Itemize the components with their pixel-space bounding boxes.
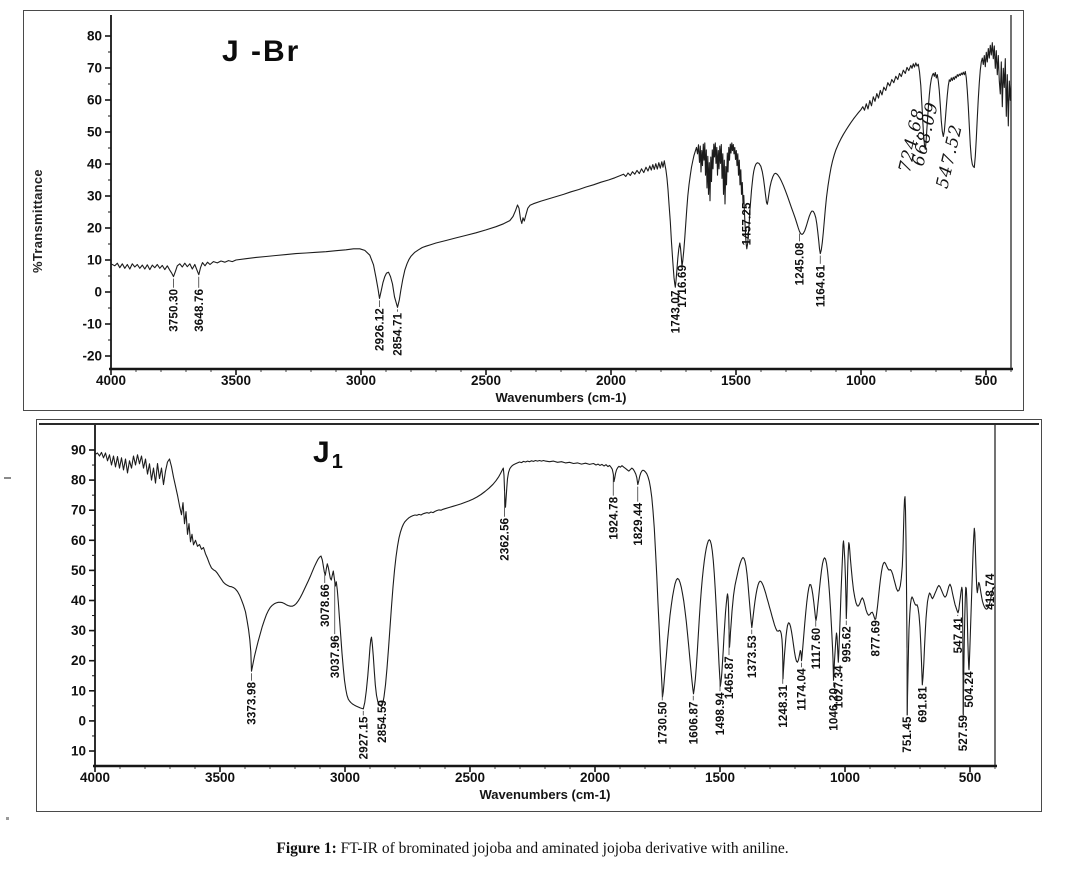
svg-text:10: 10 [71, 744, 86, 759]
svg-text:418.74: 418.74 [985, 573, 997, 610]
svg-text:3078.66: 3078.66 [320, 584, 332, 627]
svg-text:3500: 3500 [221, 373, 251, 388]
svg-text:3000: 3000 [346, 373, 376, 388]
svg-text:1500: 1500 [705, 770, 735, 785]
svg-text:877.69: 877.69 [870, 620, 882, 656]
svg-text:500: 500 [959, 770, 982, 785]
svg-text:40: 40 [71, 593, 86, 608]
svg-text:1373.53: 1373.53 [747, 635, 759, 678]
svg-text:2362.56: 2362.56 [500, 518, 512, 561]
spectrum-plot-j1: 90 80 70 60 50 40 30 20 10 0 10 4000 3500 3000 2500 200… [39, 423, 1039, 802]
svg-text:1000: 1000 [846, 373, 876, 388]
svg-text:1164.61: 1164.61 [815, 264, 827, 307]
svg-text:751.45: 751.45 [902, 716, 914, 753]
svg-text:3500: 3500 [205, 770, 235, 785]
svg-text:4000: 4000 [96, 373, 126, 388]
svg-text:2854.71: 2854.71 [393, 312, 405, 355]
svg-text:1606.87: 1606.87 [688, 701, 700, 744]
spectrum-title-j1-text: J [313, 436, 332, 469]
figure-caption: Figure 1: FT-IR of brominated jojoba and… [0, 840, 1065, 858]
svg-text:2500: 2500 [471, 373, 501, 388]
svg-text:1046.20: 1046.20 [829, 688, 841, 731]
svg-text:1924.78: 1924.78 [608, 496, 620, 539]
svg-text:3000: 3000 [330, 770, 360, 785]
svg-text:3037.96: 3037.96 [330, 635, 342, 678]
spectrum-panel-j1: 90 80 70 60 50 40 30 20 10 0 10 4000 3500 3000 2500 200… [36, 419, 1042, 812]
svg-text:50: 50 [87, 125, 102, 140]
svg-text:3373.98: 3373.98 [247, 681, 259, 724]
svg-text:80: 80 [71, 473, 86, 488]
scan-artifact-dash [4, 477, 11, 479]
svg-text:90: 90 [71, 443, 86, 458]
svg-text:-10: -10 [82, 317, 102, 332]
spectrum-title-jbr: J -Br [222, 35, 300, 73]
svg-text:1498.94: 1498.94 [715, 692, 727, 735]
svg-text:1730.50: 1730.50 [657, 701, 669, 744]
spectrum-panel-jbr: 80 70 60 50 40 30 20 10 0 -10 -20 4000 3500 3000 2500 2… [23, 10, 1024, 411]
svg-text:30: 30 [71, 623, 86, 638]
svg-text:4000: 4000 [80, 770, 110, 785]
svg-text:3648.76: 3648.76 [194, 289, 206, 332]
svg-text:1457.25: 1457.25 [741, 202, 753, 245]
svg-text:Wavenumbers (cm-1): Wavenumbers (cm-1) [480, 787, 611, 802]
svg-text:10: 10 [71, 683, 86, 698]
svg-text:1465.87: 1465.87 [724, 656, 736, 699]
svg-text:1743.07: 1743.07 [670, 290, 682, 333]
svg-text:2000: 2000 [580, 770, 610, 785]
svg-text:3750.30: 3750.30 [169, 289, 181, 332]
svg-text:547.52: 547.52 [933, 122, 967, 190]
svg-text:995.62: 995.62 [841, 626, 853, 662]
svg-text:1829.44: 1829.44 [633, 502, 645, 545]
svg-text:2927.15: 2927.15 [358, 716, 370, 759]
y-axis-label: %Transmittance [30, 169, 45, 273]
svg-text:2854.59: 2854.59 [377, 700, 389, 743]
svg-text:Wavenumbers (cm-1): Wavenumbers (cm-1) [496, 390, 627, 405]
svg-text:1117.60: 1117.60 [811, 628, 823, 670]
svg-text:1174.04: 1174.04 [797, 668, 809, 711]
spectrum-title-jbr-text: J -Br [222, 35, 301, 68]
svg-text:80: 80 [87, 29, 102, 44]
svg-text:60: 60 [87, 93, 102, 108]
svg-text:10: 10 [87, 253, 102, 268]
svg-text:1716.69: 1716.69 [677, 265, 689, 308]
svg-text:1500: 1500 [721, 373, 751, 388]
figure-caption-label: Figure 1: [276, 840, 337, 857]
svg-text:70: 70 [71, 503, 86, 518]
svg-text:1245.08: 1245.08 [795, 242, 807, 285]
svg-text:2500: 2500 [455, 770, 485, 785]
svg-text:2000: 2000 [596, 373, 626, 388]
svg-text:504.24: 504.24 [964, 671, 976, 708]
svg-text:1248.31: 1248.31 [778, 684, 790, 727]
svg-text:30: 30 [87, 189, 102, 204]
spectrum-title-j1-sub: 1 [331, 451, 343, 473]
svg-text:691.81: 691.81 [917, 686, 929, 723]
spectrum-title-j1: J1 [313, 436, 343, 474]
scan-artifact-dot [6, 817, 9, 820]
svg-text:60: 60 [71, 533, 86, 548]
svg-text:20: 20 [87, 221, 102, 236]
svg-text:500: 500 [975, 373, 998, 388]
svg-text:0: 0 [94, 285, 102, 300]
svg-text:547.41: 547.41 [953, 617, 965, 654]
figure-caption-text: FT-IR of brominated jojoba and aminated … [336, 840, 789, 857]
svg-text:0: 0 [78, 713, 86, 728]
spectrum-plot-jbr: 80 70 60 50 40 30 20 10 0 -10 -20 4000 3500 3000 2500 2… [82, 15, 1013, 405]
svg-text:70: 70 [87, 61, 102, 76]
svg-text:1000: 1000 [830, 770, 860, 785]
svg-text:20: 20 [71, 653, 86, 668]
svg-text:527.59: 527.59 [958, 715, 970, 751]
svg-text:50: 50 [71, 563, 86, 578]
svg-text:1027.34: 1027.34 [833, 665, 845, 708]
svg-text:40: 40 [87, 157, 102, 172]
svg-text:2926.12: 2926.12 [375, 308, 387, 351]
svg-text:-20: -20 [82, 349, 102, 364]
